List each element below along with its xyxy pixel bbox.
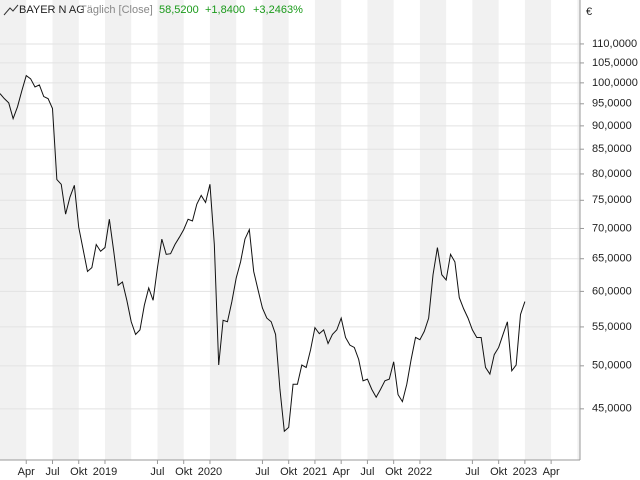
y-tick-label: 75,0000 <box>592 194 632 206</box>
x-tick-label: Apr <box>18 466 35 478</box>
background-band <box>314 0 342 460</box>
y-tick-label: 80,0000 <box>592 168 632 180</box>
change: +1,8400 <box>205 4 245 16</box>
header: BAYER N AG Täglich [Close] 58,5200 +1,84… <box>3 4 303 16</box>
x-tick-label: Apr <box>333 466 350 478</box>
y-tick-label: 60,0000 <box>592 285 632 297</box>
change-percent: +3,2463% <box>253 4 303 16</box>
y-tick-label: 90,0000 <box>592 120 632 132</box>
background-band <box>367 0 394 460</box>
y-tick-label: 65,0000 <box>592 253 632 265</box>
last-value: 58,5200 <box>159 4 199 16</box>
background-band <box>209 0 237 460</box>
x-tick-label: Okt <box>175 466 192 478</box>
background-band <box>157 0 184 460</box>
x-tick-label: Jul <box>360 466 374 478</box>
background-band <box>472 0 499 460</box>
x-tick-label: Jul <box>150 466 164 478</box>
y-tick-label: 100,0000 <box>592 77 638 89</box>
series-name: BAYER N AG <box>19 4 85 16</box>
x-tick-label: 2019 <box>93 466 117 478</box>
line-icon <box>3 4 19 16</box>
background-band <box>419 0 447 460</box>
y-tick-label: 105,0000 <box>592 57 638 69</box>
y-tick-label: 55,0000 <box>592 321 632 333</box>
x-tick-label: Okt <box>70 466 87 478</box>
x-tick-label: Jul <box>465 466 479 478</box>
background-band <box>52 0 79 460</box>
x-tick-label: 2023 <box>513 466 537 478</box>
background-band <box>262 0 289 460</box>
x-tick-label: Apr <box>543 466 560 478</box>
x-tick-label: 2022 <box>408 466 432 478</box>
x-tick-label: Jul <box>255 466 269 478</box>
price-line <box>0 74 526 433</box>
y-tick-label: 110,0000 <box>592 38 637 50</box>
y-tick-label: 50,0000 <box>592 360 632 372</box>
x-tick-label: Okt <box>490 466 507 478</box>
y-tick-label: 85,0000 <box>592 143 632 155</box>
y-tick-label: 70,0000 <box>592 222 632 234</box>
background-band <box>577 0 580 460</box>
background-band <box>104 0 132 460</box>
currency: € <box>586 6 592 18</box>
y-tick-label: 95,0000 <box>592 98 632 110</box>
x-tick-label: Okt <box>385 466 402 478</box>
x-tick-label: 2020 <box>198 466 222 478</box>
y-tick-label: 45,0000 <box>592 403 632 415</box>
x-tick-label: 2021 <box>303 466 327 478</box>
subtitle: Täglich [Close] <box>80 4 153 16</box>
x-tick-label: Jul <box>45 466 59 478</box>
background-band <box>0 0 27 460</box>
x-tick-label: Okt <box>280 466 297 478</box>
background-band <box>524 0 552 460</box>
